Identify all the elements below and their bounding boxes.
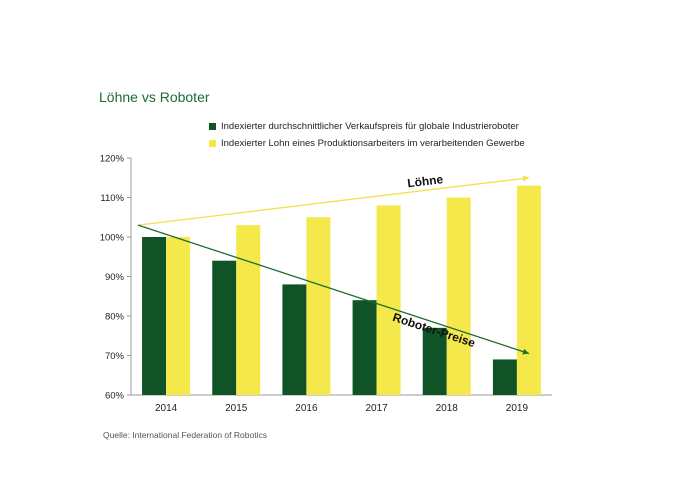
bar-wage <box>236 225 261 395</box>
bar-wage <box>446 197 471 395</box>
y-tick-label: 70% <box>105 351 125 362</box>
wage-trend-arrow <box>138 175 529 226</box>
robot-price-trend-arrow <box>137 224 530 355</box>
legend-swatch-wage <box>209 140 216 147</box>
bar-robot-price <box>212 260 237 395</box>
bar-robot-price <box>422 327 447 395</box>
legend-item-robot-price: Indexierter durchschnittlicher Verkaufsp… <box>209 118 525 135</box>
bar-robot-price <box>352 300 377 395</box>
legend-label-wage: Indexierter Lohn eines Produktionsarbeit… <box>221 138 525 149</box>
bar-wage <box>376 205 401 395</box>
y-tick-label: 120% <box>100 154 125 165</box>
y-tick-label: 90% <box>105 272 125 283</box>
bar-wage <box>166 237 191 395</box>
x-tick-label: 2018 <box>436 403 459 414</box>
legend: Indexierter durchschnittlicher Verkaufsp… <box>209 118 525 152</box>
y-tick-label: 60% <box>105 391 125 402</box>
y-tick-label: 80% <box>105 312 125 323</box>
source-note: Quelle: International Federation of Robo… <box>103 430 267 440</box>
x-tick-label: 2016 <box>295 403 318 414</box>
bar-wage <box>306 217 331 395</box>
chart-title: Löhne vs Roboter <box>99 89 210 105</box>
legend-swatch-robot-price <box>209 123 216 130</box>
x-tick-label: 2019 <box>506 403 529 414</box>
legend-item-wage: Indexierter Lohn eines Produktionsarbeit… <box>209 135 525 152</box>
legend-label-robot-price: Indexierter durchschnittlicher Verkaufsp… <box>221 121 519 132</box>
y-tick-label: 100% <box>100 233 125 244</box>
y-tick-label: 110% <box>100 193 124 204</box>
annotation-wages: Löhne <box>407 172 445 190</box>
x-tick-label: 2015 <box>225 403 248 414</box>
bar-wage <box>516 185 541 395</box>
x-tick-label: 2014 <box>155 403 178 414</box>
bar-robot-price <box>282 284 307 395</box>
x-tick-label: 2017 <box>365 403 388 414</box>
bar-robot-price <box>142 237 167 395</box>
bar-robot-price <box>492 359 517 395</box>
